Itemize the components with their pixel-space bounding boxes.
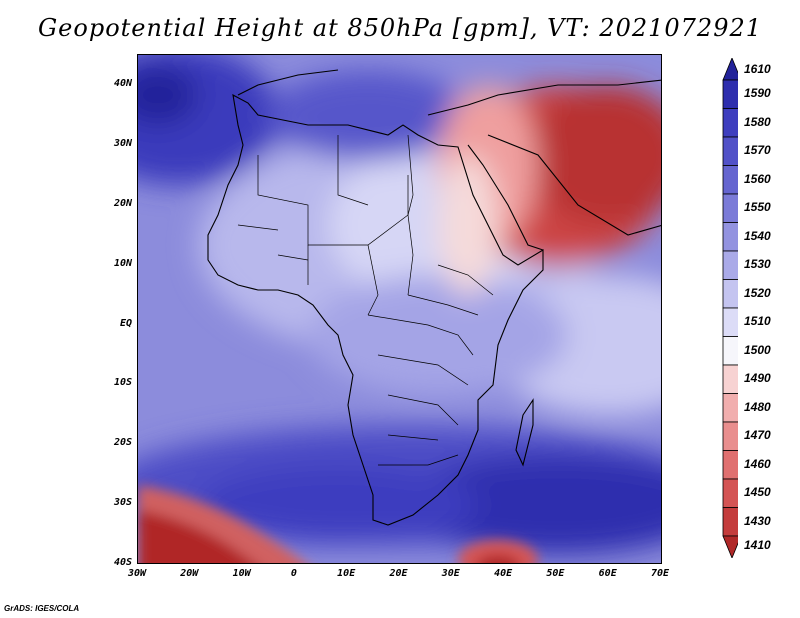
colorbar-swatch — [722, 507, 738, 537]
colorbar-swatch — [722, 364, 738, 394]
colorbar-swatch — [722, 108, 738, 138]
colorbar-swatch — [722, 279, 738, 309]
colorbar-level-label: 1510 — [744, 314, 771, 329]
colorbar-level-label: 1530 — [744, 257, 771, 272]
colorbar-swatch — [722, 478, 738, 508]
colorbar-swatch — [722, 58, 738, 81]
lat-label: 30N — [113, 137, 132, 149]
lon-label: 10E — [337, 568, 356, 579]
colorbar-level-label: 1590 — [744, 86, 771, 101]
lon-label: 20W — [180, 568, 199, 579]
colorbar-swatch — [722, 421, 738, 451]
lat-label: 30S — [113, 497, 132, 509]
colorbar-swatch — [722, 193, 738, 223]
colorbar-swatch — [722, 79, 738, 109]
lat-label: 40N — [113, 78, 132, 89]
lon-label: 20E — [389, 568, 408, 579]
colorbar-swatch — [722, 165, 738, 195]
country-borders — [237, 134, 494, 466]
colorbar-level-label: 1560 — [744, 171, 771, 186]
coastlines — [207, 69, 661, 526]
colorbar-level-label: 1410 — [744, 537, 771, 552]
lat-label: 20N — [113, 197, 132, 209]
colorbar-level-label: 1480 — [744, 399, 771, 414]
lon-label: 0 — [290, 568, 297, 579]
colorbar-swatch — [722, 535, 738, 558]
lon-label: 30E — [441, 568, 460, 579]
colorbar-swatch — [722, 250, 738, 280]
lat-label: 10S — [113, 377, 132, 389]
lat-label: EQ — [119, 317, 132, 329]
colorbar-swatch — [722, 136, 738, 166]
lat-label: 20S — [113, 437, 132, 449]
colorbar-level-label: 1550 — [744, 200, 771, 215]
lat-label: 10N — [113, 257, 132, 269]
lon-label: 60E — [598, 568, 617, 579]
colorbar-level-label: 1430 — [744, 513, 771, 528]
colorbar-level-label: 1500 — [744, 342, 771, 357]
colorbar-swatch — [722, 307, 738, 337]
map-panel — [137, 54, 662, 564]
map-title: Geopotential Height at 850hPa [gpm], VT:… — [38, 14, 762, 42]
geopotential-field — [138, 55, 661, 563]
colorbar-swatch — [722, 450, 738, 480]
lat-label: 40S — [113, 557, 132, 568]
lon-label: 10W — [232, 568, 251, 579]
colorbar-level-label: 1460 — [744, 456, 771, 471]
colorbar-level-label: 1540 — [744, 228, 771, 243]
colorbar-swatch — [722, 336, 738, 366]
colorbar — [722, 58, 738, 558]
colorbar-swatch — [722, 393, 738, 423]
colorbar-level-label: 1450 — [744, 485, 771, 500]
lon-label: 70E — [650, 568, 670, 579]
colorbar-level-label: 1570 — [744, 143, 771, 158]
colorbar-level-label: 1580 — [744, 114, 771, 129]
colorbar-level-label: 1490 — [744, 371, 771, 386]
grads-credit: GrADS: IGES/COLA — [4, 604, 80, 613]
colorbar-level-label: 1520 — [744, 285, 771, 300]
colorbar-level-label: 1610 — [744, 62, 771, 77]
colorbar-level-label: 1470 — [744, 428, 771, 443]
lon-label: 40E — [494, 568, 513, 579]
lon-label: 30W — [127, 568, 147, 579]
lon-label: 50E — [546, 568, 565, 579]
colorbar-swatch — [722, 222, 738, 252]
